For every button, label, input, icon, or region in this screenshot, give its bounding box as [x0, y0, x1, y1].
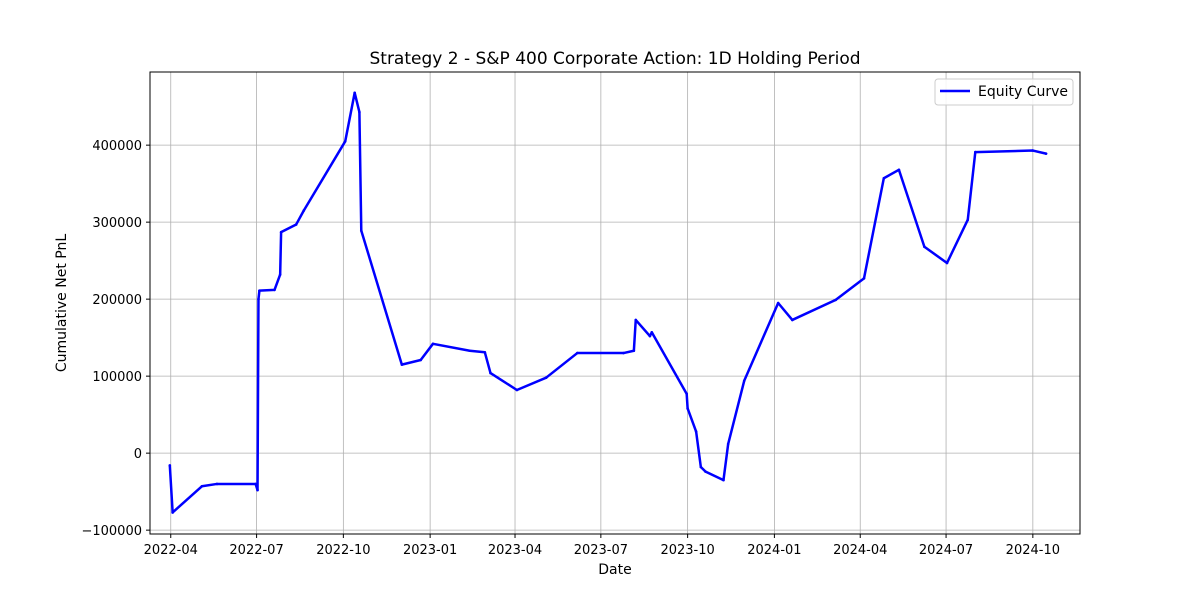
equity-point [722, 478, 725, 482]
equity-point [278, 273, 282, 276]
equity-point [648, 334, 652, 338]
y-tick-label: 400000 [92, 139, 142, 154]
equity-point [923, 245, 926, 249]
y-tick-label: −100000 [81, 524, 142, 539]
x-axis: 2022-04 2022-07 2022-10 2023-01 2023-04 2023-… [144, 534, 1060, 558]
equity-point [258, 289, 261, 292]
equity-point [215, 482, 219, 486]
x-tick-label: 2023-01 [403, 543, 457, 558]
equity-point [273, 288, 276, 292]
x-tick-label: 2023-10 [660, 543, 714, 558]
equity-point [966, 218, 970, 222]
equity-point [622, 351, 625, 355]
equity-point [294, 223, 298, 226]
equity-point [882, 176, 886, 180]
plot-frame [149, 71, 1081, 535]
x-tick-label: 2022-10 [316, 543, 370, 558]
equity-point [200, 484, 204, 488]
equity-point [575, 351, 579, 355]
equity-point [489, 371, 492, 375]
equity-point [256, 488, 259, 492]
x-tick-label: 2022-04 [144, 543, 198, 558]
equity-point [791, 318, 794, 322]
x-tick-label: 2024-01 [747, 543, 801, 558]
equity-point [254, 482, 257, 486]
x-tick-label: 2023-04 [488, 543, 542, 558]
y-tick-label: 100000 [92, 370, 142, 385]
legend: Equity Curve [934, 78, 1074, 106]
equity-point [776, 301, 780, 305]
equity-point [726, 442, 730, 446]
equity-point [634, 318, 638, 322]
equity-point [279, 230, 283, 234]
equity-point [302, 209, 306, 212]
equity-point [257, 297, 260, 301]
y-axis: −100000 0 100000 200000 300000 400000 [81, 139, 150, 539]
x-tick-label: 2024-10 [1006, 543, 1060, 558]
x-tick-label: 2023-07 [574, 543, 628, 558]
equity-point [483, 350, 487, 354]
equity-point [431, 342, 435, 346]
equity-point [897, 168, 901, 172]
y-tick-label: 200000 [92, 293, 142, 308]
equity-point [686, 407, 689, 410]
series-layer [168, 91, 1048, 514]
equity-point [358, 110, 361, 114]
equity-point [171, 511, 174, 514]
equity-point [1031, 149, 1035, 152]
equity-point [699, 465, 703, 469]
equity-point [343, 140, 347, 143]
equity-point [168, 464, 172, 467]
equity-point [834, 298, 838, 302]
x-tick-label: 2024-07 [919, 543, 973, 558]
equity-point [468, 349, 472, 353]
equity-point [632, 349, 636, 353]
equity-point [650, 330, 654, 334]
equity-point [742, 379, 746, 383]
equity-point [945, 261, 949, 265]
equity-point [974, 150, 977, 154]
equity-point [694, 430, 698, 433]
grid [150, 72, 1080, 534]
x-tick-label: 2022-07 [229, 543, 283, 558]
x-axis-label: Date [598, 562, 631, 578]
y-axis-label: Cumulative Net PnL [54, 234, 70, 372]
equity-point [400, 363, 404, 366]
equity-point [704, 470, 707, 473]
equity-point [544, 376, 548, 379]
equity-point [515, 388, 519, 392]
legend-box [934, 78, 1074, 106]
equity-point [419, 358, 423, 362]
equity-point [1044, 152, 1048, 155]
legend-label: Equity Curve [978, 84, 1068, 100]
y-tick-label: 0 [134, 447, 142, 462]
equity-point [862, 277, 866, 280]
equity-point [353, 91, 356, 95]
equity-point [359, 229, 363, 232]
y-tick-label: 300000 [92, 216, 142, 231]
chart-title: Strategy 2 - S&P 400 Corporate Action: 1… [369, 49, 860, 69]
x-tick-label: 2024-04 [833, 543, 887, 558]
equity-point [685, 392, 688, 396]
